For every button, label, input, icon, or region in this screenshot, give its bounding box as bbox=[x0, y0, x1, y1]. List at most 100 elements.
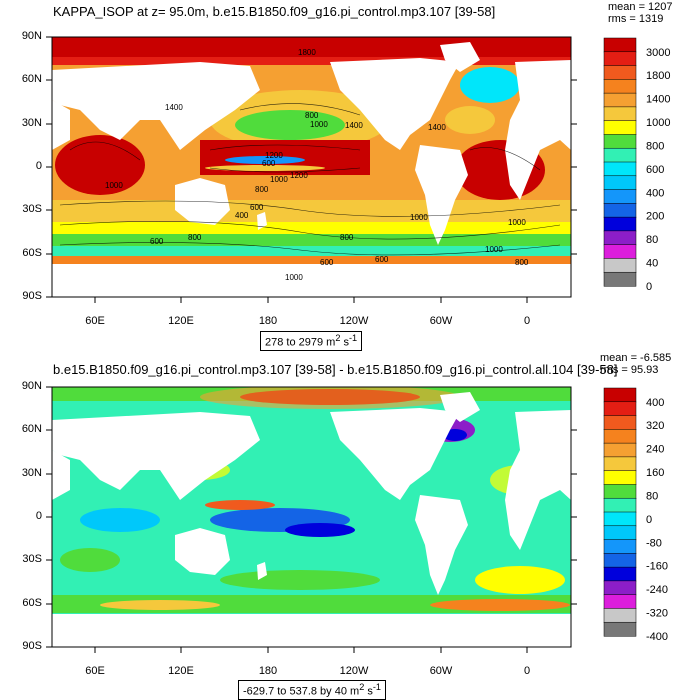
top-colorbar-swatch bbox=[603, 79, 637, 94]
top-colorbar-swatch bbox=[603, 147, 637, 163]
top-lon-label: 0 bbox=[523, 315, 531, 327]
bottom-lat-label: 90S bbox=[22, 640, 42, 652]
contour-label: 1400 bbox=[428, 123, 446, 132]
bottom-colorbar-label: -400 bbox=[646, 631, 668, 643]
bottom-colorbar-label: 0 bbox=[646, 514, 652, 526]
top-colorbar-swatch bbox=[603, 51, 637, 67]
bottom-colorbar-swatch bbox=[603, 621, 637, 637]
bottom-colorbar-swatch bbox=[603, 511, 637, 527]
top-rms-stat: rms = 1319 bbox=[608, 13, 664, 25]
contour-label: 600 bbox=[320, 258, 334, 267]
bottom-colorbar: 400 320 240 160 80 0 -80 -160 -240 -320 -400 bbox=[603, 387, 668, 643]
bottom-colorbar-swatch bbox=[603, 470, 637, 485]
top-lat-label: 30S bbox=[22, 203, 42, 215]
top-colorbar-swatch bbox=[603, 203, 637, 218]
bottom-colorbar-swatch bbox=[603, 456, 637, 472]
top-lat-label: 30N bbox=[21, 117, 42, 129]
contour-label: 800 bbox=[305, 111, 319, 120]
top-lat-label: 60N bbox=[21, 73, 42, 85]
contour-label: 1000 bbox=[508, 218, 526, 227]
bottom-colorbar-label: 320 bbox=[646, 420, 664, 432]
bottom-colorbar-swatch bbox=[603, 442, 637, 458]
bottom-colorbar-swatch bbox=[603, 401, 637, 417]
bottom-mean-stat: mean = -6.585 bbox=[600, 352, 672, 364]
contour-label: 1000 bbox=[270, 175, 288, 184]
bottom-lat-label: 0 bbox=[35, 510, 42, 522]
top-lat-label: 90S bbox=[22, 290, 42, 302]
contour-label: 1400 bbox=[165, 103, 183, 112]
bottom-lon-label: 0 bbox=[523, 665, 531, 677]
axis-ticks bbox=[46, 36, 577, 653]
top-colorbar-label: 600 bbox=[646, 164, 664, 176]
contour-label: 1000 bbox=[310, 120, 328, 129]
contour-label: 800 bbox=[340, 233, 354, 242]
bottom-map-field bbox=[52, 387, 571, 647]
top-colorbar-label: 400 bbox=[646, 187, 664, 199]
contour-label: 1200 bbox=[290, 171, 308, 180]
bottom-colorbar-label: 160 bbox=[646, 467, 664, 479]
bottom-colorbar-swatch bbox=[603, 429, 637, 444]
top-colorbar-label: 200 bbox=[646, 211, 664, 223]
top-colorbar-swatch bbox=[603, 230, 637, 246]
top-colorbar-label: 0 bbox=[646, 281, 652, 293]
top-colorbar-label: 3000 bbox=[646, 47, 670, 59]
top-colorbar-label: 1800 bbox=[646, 70, 670, 82]
top-colorbar-swatch bbox=[603, 65, 637, 80]
top-colorbar-swatch bbox=[603, 189, 637, 204]
top-lat-label: 0 bbox=[35, 160, 42, 172]
contour-label: 800 bbox=[255, 185, 269, 194]
top-colorbar-swatch bbox=[603, 37, 637, 53]
contour-label: 800 bbox=[515, 258, 529, 267]
contour-label: 1400 bbox=[345, 121, 363, 130]
contour-label: 600 bbox=[375, 255, 389, 264]
top-lat-label: 90N bbox=[21, 30, 42, 42]
bottom-colorbar-swatch bbox=[603, 608, 637, 623]
bottom-continents bbox=[52, 392, 571, 595]
bottom-range-label: -629.7 to 537.8 by 40 m2 s-1 bbox=[238, 680, 386, 700]
top-panel-title: KAPPA_ISOP at z= 95.0m, b.e15.B1850.f09_… bbox=[53, 4, 496, 19]
top-continents bbox=[52, 42, 571, 245]
bottom-colorbar-swatch bbox=[603, 387, 637, 403]
top-colorbar-swatch bbox=[603, 258, 637, 273]
top-lon-label: 60E bbox=[85, 315, 105, 327]
bottom-colorbar-label: 80 bbox=[646, 490, 658, 502]
top-lon-label: 60W bbox=[429, 315, 453, 327]
bottom-colorbar-swatch bbox=[603, 525, 637, 541]
top-lat-label: 60S bbox=[22, 247, 42, 259]
bottom-lon-label: 60E bbox=[85, 665, 105, 677]
top-lon-label: 180 bbox=[258, 315, 278, 327]
contour-label: 1200 bbox=[265, 151, 283, 160]
top-colorbar-swatch bbox=[603, 92, 637, 108]
contour-label: 600 bbox=[150, 237, 164, 246]
bottom-colorbar-label: -240 bbox=[646, 584, 668, 596]
top-colorbar-swatch bbox=[603, 120, 637, 135]
bottom-colorbar-swatch bbox=[603, 594, 637, 609]
top-colorbar-swatch bbox=[603, 161, 637, 177]
bottom-panel-title: b.e15.B1850.f09_g16.pi_control.mp3.107 [… bbox=[53, 362, 618, 377]
bottom-colorbar-swatch bbox=[603, 415, 637, 430]
bottom-colorbar-swatch bbox=[603, 484, 637, 499]
bottom-lat-label: 60S bbox=[22, 597, 42, 609]
bottom-lon-label: 60W bbox=[429, 665, 453, 677]
bottom-lat-label: 30N bbox=[21, 467, 42, 479]
top-colorbar-label: 40 bbox=[646, 258, 658, 270]
top-colorbar-swatch bbox=[603, 175, 637, 191]
bottom-lat-label: 30S bbox=[22, 553, 42, 565]
top-map-field bbox=[52, 37, 571, 297]
contour-label: 1000 bbox=[285, 273, 303, 282]
bottom-lat-label: 60N bbox=[21, 423, 42, 435]
contour-label: 600 bbox=[250, 203, 264, 212]
top-colorbar-swatch bbox=[603, 134, 637, 149]
bottom-colorbar-label: -320 bbox=[646, 608, 668, 620]
contour-label: 1000 bbox=[410, 213, 428, 222]
bottom-colorbar-swatch bbox=[603, 580, 637, 596]
top-lon-label: 120W bbox=[339, 315, 369, 327]
top-colorbar-swatch bbox=[603, 244, 637, 259]
top-lon-label: 120E bbox=[168, 315, 194, 327]
top-colorbar-swatch bbox=[603, 216, 637, 232]
top-colorbar-label: 80 bbox=[646, 234, 658, 246]
bottom-colorbar-swatch bbox=[603, 566, 637, 582]
top-colorbar-label: 800 bbox=[646, 140, 664, 152]
bottom-colorbar-swatch bbox=[603, 553, 637, 568]
